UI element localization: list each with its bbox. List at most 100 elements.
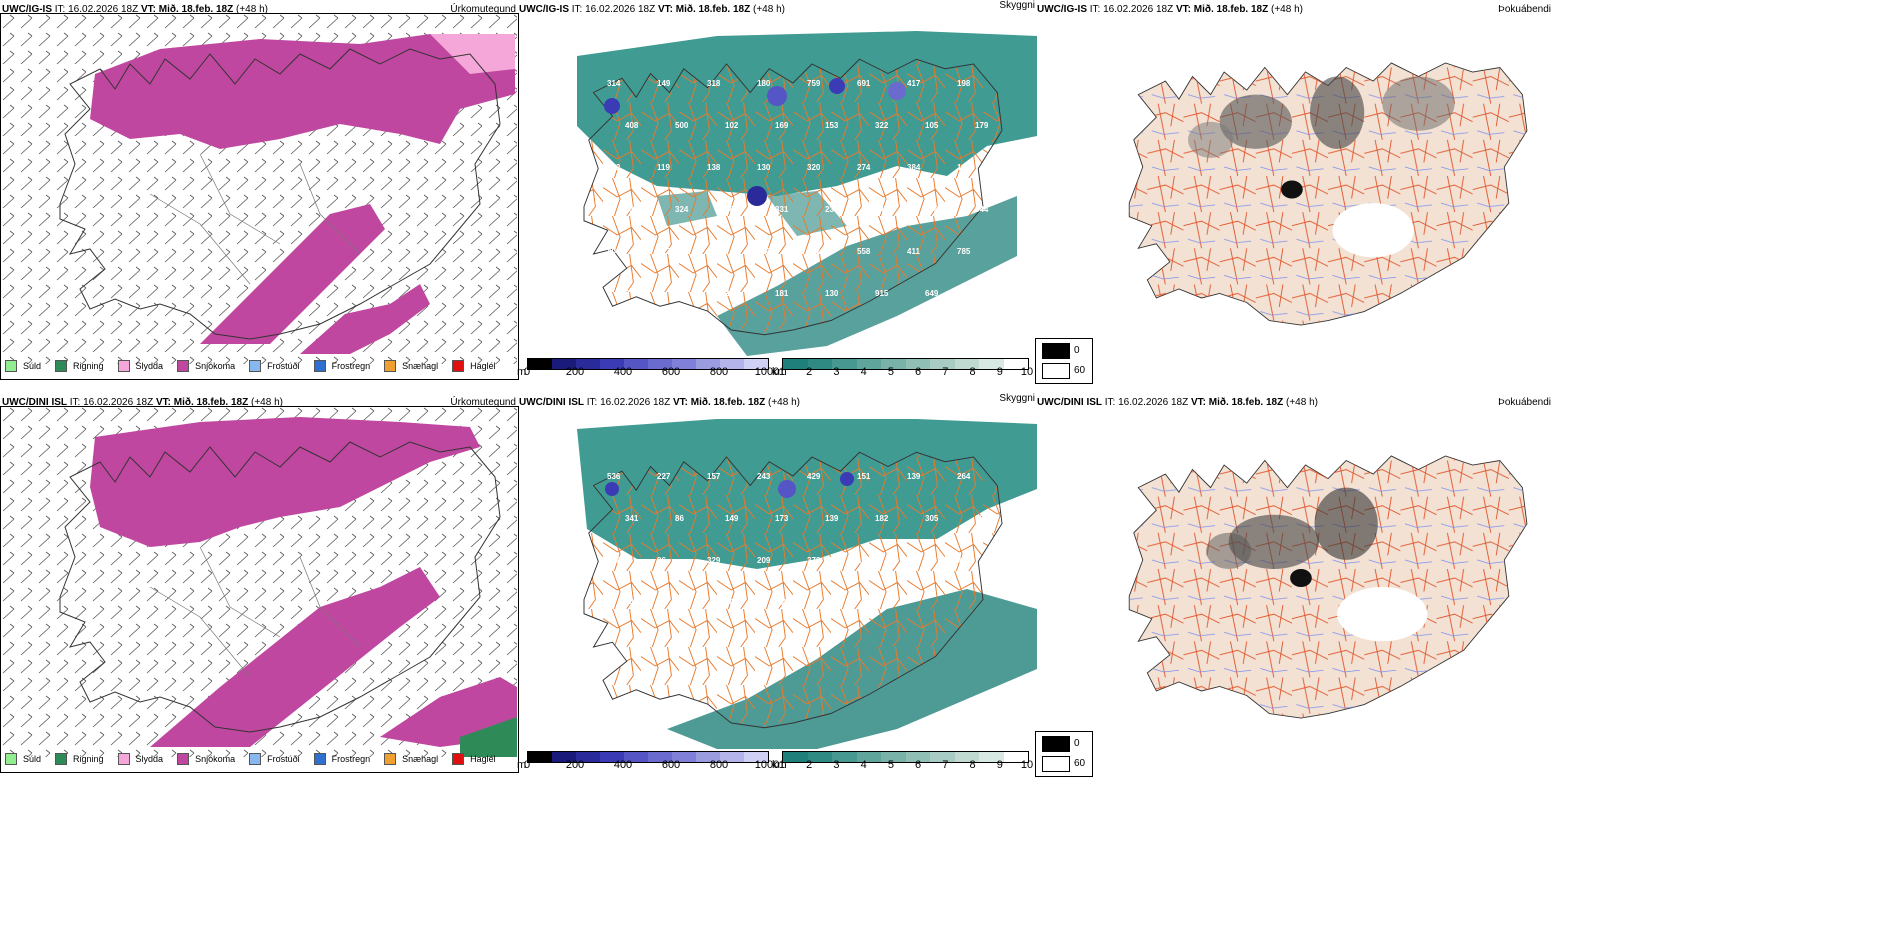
visibility-value-label: 387: [725, 205, 739, 214]
visibility-value-label: 119: [657, 163, 670, 172]
visibility-value-label: 235: [825, 205, 839, 214]
legend-swatch: [177, 753, 190, 765]
precip-type-panel-top: UWC/IG-IS IT: 16.02.2026 18Z VT: Mið. 18…: [0, 0, 520, 385]
colorbar-tick: 7: [942, 366, 949, 378]
legend-item: Snjókoma: [177, 360, 235, 372]
colorbar-tick: 9: [996, 759, 1003, 771]
legend-swatch: [384, 753, 397, 765]
visibility-value-label: 130: [757, 163, 771, 172]
init-time: 16.02.2026 18Z: [68, 4, 139, 15]
legend-label: Slydda: [135, 754, 164, 764]
colorbar-segment: [905, 359, 930, 369]
colorbar-tick: 1: [778, 366, 786, 378]
colorbar-segment: [930, 359, 955, 369]
colorbar-tick: 0: [523, 759, 531, 771]
legend-item: Haglél: [452, 753, 496, 765]
visibility-value-label: 305: [925, 514, 939, 523]
visibility-panel-top: UWC/IG-IS IT: 16.02.2026 18Z VT: Mið. 18…: [517, 0, 1037, 385]
precip-type-legend: Súld Rigning Slydda Snjókoma Frostúði Frostre…: [5, 360, 496, 372]
panel-title: Þokuábendi: [1498, 4, 1551, 15]
precip-map: [0, 407, 517, 757]
visibility-value-label: 105: [925, 121, 939, 130]
visibility-value-label: 149: [657, 79, 671, 88]
legend-label: Frostregn: [331, 754, 371, 764]
visibility-value-label: 96: [657, 556, 666, 565]
visibility-unit: km: [772, 759, 787, 771]
visibility-value-label: 500: [675, 121, 689, 130]
visibility-map: 536 227 157 243 429 151 139 264 341 86 149 173 139 18…: [577, 419, 1037, 749]
legend-item: Rigning: [55, 360, 104, 372]
model-name: UWC/DINI ISL: [1037, 397, 1102, 408]
visibility-value-label: 241: [707, 247, 721, 256]
init-time: 16.02.2026 18Z: [1103, 4, 1174, 15]
visibility-value-label: 182: [875, 514, 889, 523]
legend-label: Súld: [23, 361, 42, 371]
panel-title: Þokuábendi: [1498, 397, 1551, 408]
colorbar-segment: [1003, 359, 1028, 369]
legend-swatch: [5, 360, 17, 372]
legend-swatch: [55, 360, 68, 372]
legend-swatch: [249, 753, 262, 765]
legend-swatch: [452, 753, 465, 765]
visibility-value-label: 691: [857, 79, 871, 88]
colorbar-segment: [672, 359, 696, 369]
lead-time: (+48 h): [1286, 397, 1318, 408]
visibility-value-label: 198: [957, 79, 971, 88]
lead-time: (+48 h): [1271, 4, 1303, 15]
colorbar-tick: 6: [915, 366, 922, 378]
colorbar-segment: [552, 359, 576, 369]
visibility-value-label: 324: [675, 205, 689, 214]
colorbar-segment: [807, 359, 832, 369]
visibility-value-label: 157: [707, 472, 721, 481]
colorbar-segment: [744, 359, 768, 369]
visibility-value-label: 325: [907, 556, 921, 565]
legend-label: Rigning: [73, 754, 104, 764]
legend-swatch: [384, 360, 397, 372]
visibility-value-label: 331: [775, 205, 789, 214]
visibility-value-label: 649: [925, 289, 939, 298]
colorbar-segment: [624, 359, 648, 369]
visibility-value-label: 130: [825, 289, 839, 298]
vt-label: VT:: [657, 4, 673, 15]
precip-map: [0, 14, 517, 364]
valid-time: Mið. 18.feb. 18Z: [173, 397, 249, 408]
fog-panel-top: UWC/IG-IS IT: 16.02.2026 18Z VT: Mið. 18…: [1035, 0, 1555, 385]
vt-label: VT:: [155, 397, 171, 408]
colorbar-tick: 200: [565, 759, 585, 771]
vt-label: VT:: [1190, 397, 1206, 408]
colorbar-segment: [856, 752, 881, 762]
legend-label: Frostregn: [331, 361, 371, 371]
legend-item: Haglél: [452, 360, 496, 372]
visibility-value-label: 417: [907, 79, 921, 88]
colorbar-tick: 1000: [754, 366, 780, 378]
colorbar-segment: [881, 752, 906, 762]
legend-swatch: [313, 753, 326, 765]
visibility-value-label: 243: [757, 472, 771, 481]
colorbar-segment: [807, 752, 832, 762]
visibility-value-label: 172: [607, 163, 621, 172]
legend-swatch: [55, 753, 68, 765]
visibility-value-label: 372: [807, 556, 821, 565]
lead-time: (+48 h): [236, 4, 268, 15]
init-time: 16.02.2026 18Z: [1118, 397, 1189, 408]
colorbar-tick: 2: [806, 366, 813, 378]
colorbar-tick: 10: [1020, 759, 1034, 771]
legend-label: Slydda: [135, 361, 164, 371]
colorbar-tick: 6: [915, 759, 922, 771]
height-unit: m: [517, 759, 527, 771]
colorbar-segment: [648, 359, 672, 369]
fog-panel-bottom: UWC/DINI ISL IT: 16.02.2026 18Z VT: Mið.…: [1035, 393, 1555, 778]
legend-item: Snæhagl: [384, 753, 438, 765]
colorbar-segment: [624, 752, 648, 762]
colorbar-tick: 0: [523, 366, 531, 378]
visibility-value-label: 344: [975, 205, 989, 214]
colorbar-tick: 3: [833, 759, 840, 771]
colorbar-tick: 400: [613, 366, 633, 378]
colorbar-tick: 800: [709, 366, 729, 378]
visibility-value-label: 137: [625, 205, 639, 214]
legend-label: Haglél: [470, 361, 496, 371]
legend-item: Snjókoma: [177, 753, 235, 765]
colorbar-tick: 600: [661, 366, 681, 378]
vt-label: VT:: [672, 397, 688, 408]
colorbar-tick: 1: [778, 759, 786, 771]
